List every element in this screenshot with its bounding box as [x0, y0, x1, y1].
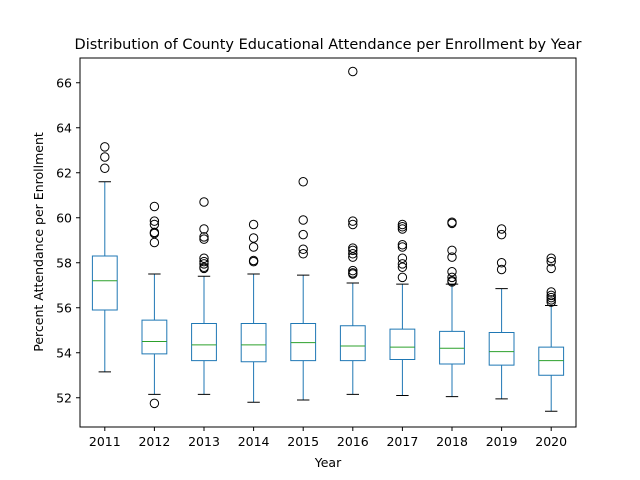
- box-2012: [141, 319, 168, 355]
- outlier-point-2013: [199, 232, 209, 242]
- outlier-point-2020: [546, 263, 556, 274]
- outlier-point-2016: [348, 216, 358, 226]
- outlier-point-2015: [298, 229, 308, 240]
- box-2020: [538, 346, 565, 376]
- outlier-point-2020: [546, 297, 556, 307]
- outlier-point-2016: [348, 268, 358, 278]
- outlier-point-2019: [496, 224, 507, 234]
- outlier-point-2020: [546, 290, 556, 301]
- outlier-point-2018: [447, 217, 457, 227]
- outlier-point-2016: [348, 265, 358, 276]
- outlier-point-2017: [397, 242, 408, 252]
- outlier-point-2011: [100, 163, 110, 173]
- outlier-point-2014: [248, 219, 259, 230]
- x-tick-label: 2020: [535, 434, 567, 449]
- x-axis-label: Year: [314, 455, 342, 470]
- outlier-point-2019: [496, 264, 507, 275]
- outlier-point-2015: [298, 244, 308, 254]
- outlier-point-2013: [199, 256, 209, 267]
- outlier-point-2012: [149, 201, 160, 212]
- x-tick-label: 2018: [436, 434, 468, 449]
- outlier-point-2017: [397, 262, 408, 272]
- outlier-point-2020: [546, 292, 556, 303]
- y-tick-label: 54: [56, 345, 72, 360]
- outlier-point-2015: [298, 177, 308, 187]
- outlier-point-2017: [397, 253, 408, 263]
- y-tick-label: 52: [56, 390, 72, 405]
- box-2016: [339, 325, 366, 362]
- plot-area: 52 54 56 58 60 62 64 66 2011 2012 2013 2014 2015 2016…: [56, 66, 567, 449]
- outlier-point-2020: [546, 295, 556, 305]
- outlier-point-2020: [546, 256, 556, 267]
- x-tick-label: 2017: [386, 434, 418, 449]
- outlier-point-2018: [447, 267, 457, 277]
- x-tick-label: 2015: [287, 434, 319, 449]
- outlier-point-2018: [447, 272, 457, 283]
- x-tick-label: 2019: [486, 434, 518, 449]
- outlier-point-2019: [496, 258, 507, 268]
- outlier-point-2011: [100, 152, 110, 162]
- x-tick-label: 2012: [138, 434, 170, 449]
- outlier-point-2014: [248, 233, 259, 243]
- box-2011: [91, 255, 118, 311]
- outlier-point-2020: [546, 253, 556, 263]
- y-tick-label: 66: [56, 75, 72, 90]
- x-tick-label: 2011: [89, 434, 121, 449]
- box-2017: [389, 328, 416, 360]
- outlier-point-2015: [298, 249, 308, 259]
- outlier-point-2012: [149, 216, 160, 226]
- outlier-point-2017: [397, 219, 408, 230]
- axes-frame: [79, 57, 577, 428]
- outlier-point-2014: [248, 242, 259, 252]
- outlier-point-2017: [397, 259, 408, 269]
- outlier-point-2018: [447, 252, 457, 262]
- outlier-point-2012: [149, 219, 160, 230]
- y-tick-label: 64: [56, 120, 72, 135]
- outlier-point-2013: [199, 197, 209, 207]
- x-tick-label: 2013: [188, 434, 220, 449]
- outlier-point-2016: [348, 219, 358, 230]
- outlier-point-2016: [348, 66, 358, 77]
- outlier-point-2016: [348, 243, 358, 253]
- outlier-point-2016: [348, 252, 358, 262]
- outlier-point-2012: [149, 237, 160, 248]
- y-tick-label: 56: [56, 300, 72, 315]
- box-2015: [290, 323, 317, 362]
- outlier-point-2020: [546, 287, 556, 297]
- outlier-point-2017: [397, 222, 408, 232]
- outlier-point-2013: [199, 262, 209, 272]
- box-2013: [191, 323, 217, 362]
- outlier-point-2013: [199, 259, 209, 269]
- box-2019: [488, 332, 515, 366]
- chart-title: Distribution of County Educational Atten…: [75, 37, 582, 53]
- outlier-point-2013: [199, 253, 209, 263]
- outlier-point-2016: [348, 249, 358, 259]
- outlier-point-2011: [100, 142, 110, 152]
- outlier-point-2018: [447, 276, 457, 286]
- outlier-point-2012: [149, 398, 160, 409]
- outlier-point-2017: [397, 240, 408, 250]
- outlier-point-2018: [447, 245, 457, 256]
- y-tick-label: 62: [56, 165, 72, 180]
- y-axis-label: Percent Attendance per Enrollment: [31, 132, 46, 352]
- y-tick-label: 60: [56, 210, 72, 225]
- outlier-point-2017: [397, 272, 408, 283]
- x-tick-label: 2016: [337, 434, 369, 449]
- x-tick-label: 2014: [238, 434, 270, 449]
- outlier-point-2012: [149, 227, 160, 238]
- outlier-point-2014: [248, 255, 259, 266]
- box-2014: [240, 323, 267, 363]
- outlier-point-2013: [199, 234, 209, 244]
- outlier-point-2015: [298, 215, 308, 225]
- outlier-point-2016: [348, 245, 358, 256]
- outlier-point-2013: [199, 224, 209, 234]
- outlier-point-2017: [397, 224, 408, 234]
- box-2018: [439, 330, 465, 365]
- y-tick-label: 58: [56, 255, 72, 270]
- outlier-point-2019: [496, 229, 507, 240]
